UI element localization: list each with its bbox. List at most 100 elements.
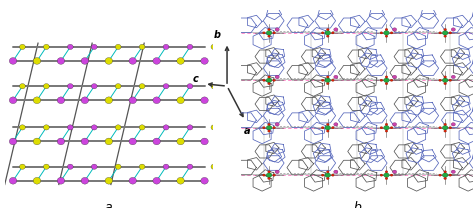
Circle shape — [390, 174, 393, 176]
Circle shape — [67, 44, 73, 50]
Circle shape — [268, 35, 271, 37]
Circle shape — [449, 127, 452, 129]
Circle shape — [444, 35, 447, 37]
Circle shape — [442, 125, 448, 130]
Circle shape — [187, 84, 193, 89]
Circle shape — [326, 76, 329, 78]
Circle shape — [438, 174, 441, 176]
Circle shape — [334, 75, 338, 79]
Circle shape — [326, 171, 329, 173]
Circle shape — [268, 130, 271, 132]
Circle shape — [115, 84, 121, 89]
Circle shape — [153, 58, 160, 64]
Circle shape — [81, 138, 88, 145]
Circle shape — [442, 78, 448, 83]
Circle shape — [273, 32, 276, 34]
Circle shape — [325, 31, 331, 35]
Circle shape — [266, 78, 272, 83]
Circle shape — [332, 174, 334, 176]
Circle shape — [326, 28, 329, 31]
Circle shape — [380, 32, 383, 34]
Circle shape — [33, 97, 41, 104]
Circle shape — [91, 125, 97, 130]
Circle shape — [153, 97, 160, 104]
Circle shape — [266, 173, 272, 177]
Circle shape — [263, 174, 265, 176]
Circle shape — [380, 174, 383, 176]
Circle shape — [187, 125, 193, 130]
Circle shape — [263, 127, 265, 129]
Text: b: b — [214, 30, 221, 40]
Circle shape — [442, 31, 448, 35]
Circle shape — [268, 177, 271, 180]
Circle shape — [385, 28, 388, 31]
Circle shape — [177, 177, 184, 184]
Circle shape — [444, 130, 447, 132]
Circle shape — [321, 32, 324, 34]
Circle shape — [449, 79, 452, 81]
Circle shape — [139, 164, 145, 169]
Circle shape — [201, 97, 208, 104]
Text: a: a — [244, 126, 251, 136]
Circle shape — [115, 125, 121, 130]
Circle shape — [105, 97, 113, 104]
Circle shape — [44, 125, 49, 130]
Circle shape — [139, 44, 145, 50]
Circle shape — [67, 164, 73, 169]
Circle shape — [393, 28, 397, 31]
Circle shape — [334, 170, 338, 173]
Circle shape — [129, 97, 137, 104]
Circle shape — [334, 123, 338, 126]
Circle shape — [385, 171, 388, 173]
Circle shape — [201, 138, 208, 145]
Circle shape — [393, 170, 397, 173]
Circle shape — [33, 138, 41, 145]
Circle shape — [449, 174, 452, 176]
Circle shape — [115, 164, 121, 169]
Circle shape — [326, 177, 329, 180]
Circle shape — [57, 177, 65, 184]
Circle shape — [390, 32, 393, 34]
Circle shape — [444, 83, 447, 85]
Circle shape — [384, 31, 389, 35]
Circle shape — [385, 177, 388, 180]
Circle shape — [91, 164, 97, 169]
Circle shape — [384, 125, 389, 130]
Circle shape — [444, 171, 447, 173]
Circle shape — [449, 32, 452, 34]
Circle shape — [105, 58, 113, 64]
Circle shape — [325, 78, 331, 83]
Circle shape — [380, 127, 383, 129]
Circle shape — [438, 127, 441, 129]
Circle shape — [326, 35, 329, 37]
Circle shape — [9, 138, 17, 145]
Circle shape — [273, 79, 276, 81]
Circle shape — [444, 177, 447, 180]
Circle shape — [19, 125, 26, 130]
Circle shape — [177, 58, 184, 64]
Circle shape — [444, 123, 447, 125]
Circle shape — [273, 127, 276, 129]
Circle shape — [33, 177, 41, 184]
Circle shape — [91, 44, 97, 50]
Circle shape — [9, 177, 17, 184]
Circle shape — [105, 138, 113, 145]
Circle shape — [438, 32, 441, 34]
Circle shape — [177, 97, 184, 104]
Circle shape — [263, 79, 265, 81]
Circle shape — [129, 58, 137, 64]
Text: a: a — [105, 201, 113, 208]
Circle shape — [44, 164, 49, 169]
Circle shape — [211, 84, 217, 89]
Circle shape — [57, 97, 65, 104]
Circle shape — [81, 177, 88, 184]
Circle shape — [384, 78, 389, 83]
Circle shape — [321, 79, 324, 81]
Circle shape — [129, 177, 137, 184]
Circle shape — [273, 174, 276, 176]
Circle shape — [444, 76, 447, 78]
Circle shape — [187, 164, 193, 169]
Circle shape — [44, 84, 49, 89]
Circle shape — [57, 138, 65, 145]
Circle shape — [211, 44, 217, 50]
